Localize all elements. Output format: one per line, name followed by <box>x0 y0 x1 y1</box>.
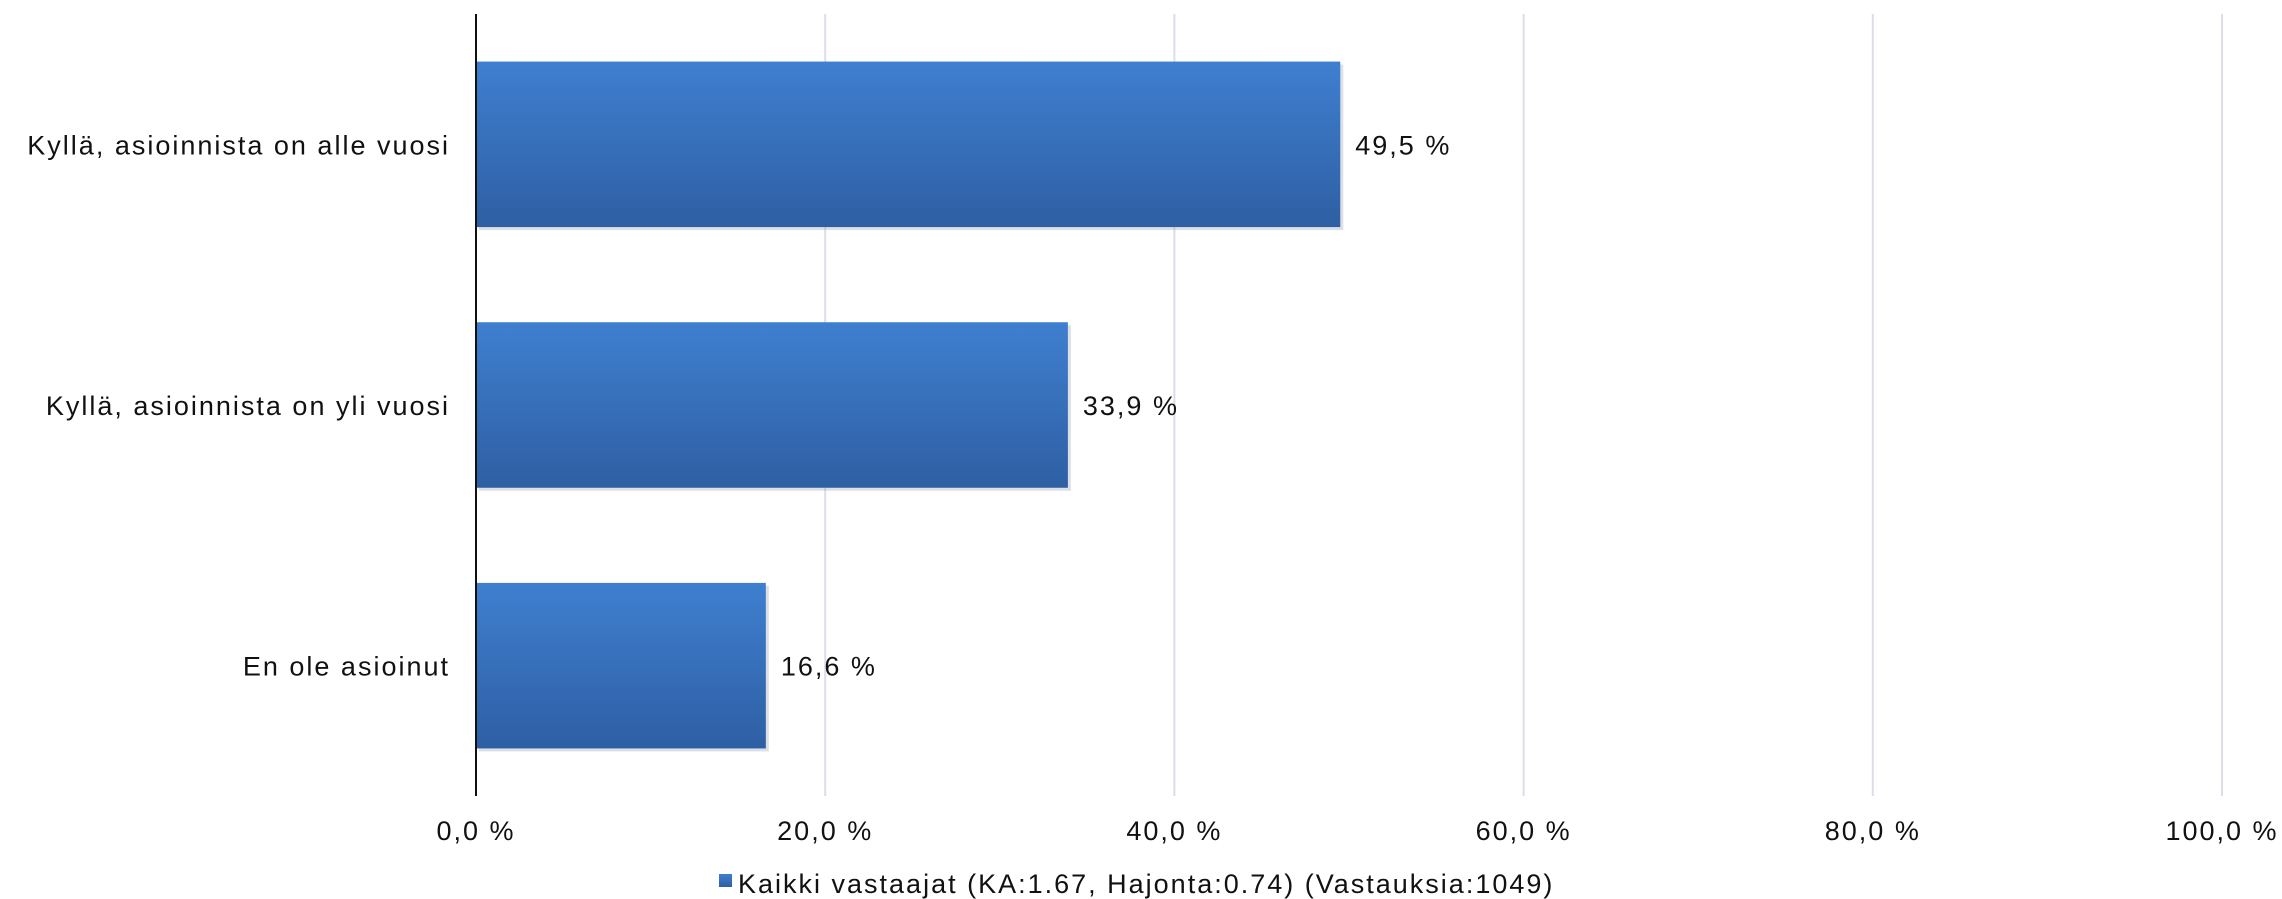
category-label-0: Kyllä, asioinnista on alle vuosi <box>27 130 450 160</box>
category-labels: Kyllä, asioinnista on alle vuosi Kyllä, a… <box>27 130 450 682</box>
x-tick-label-5: 100,0 % <box>2165 816 2278 846</box>
bar-0 <box>476 61 1341 228</box>
bars <box>476 61 1344 752</box>
category-label-1: Kyllä, asioinnista on yli vuosi <box>46 391 450 421</box>
data-label-2: 16,6 % <box>781 652 877 682</box>
x-tick-labels: 0,0 % 20,0 % 40,0 % 60,0 % 80,0 % 100,0 % <box>436 816 2278 846</box>
legend: Kaikki vastaajat (KA:1.67, Hajonta:0.74)… <box>719 869 1554 899</box>
x-tick-label-0: 0,0 % <box>436 816 515 846</box>
bar-2 <box>476 582 766 749</box>
legend-swatch <box>719 874 732 887</box>
data-labels: 49,5 % 33,9 % 16,6 % <box>781 130 1451 682</box>
category-label-2: En ole asioinut <box>243 652 450 682</box>
legend-label: Kaikki vastaajat (KA:1.67, Hajonta:0.74)… <box>738 869 1554 899</box>
x-tick-label-4: 80,0 % <box>1825 816 1921 846</box>
x-tick-label-3: 60,0 % <box>1476 816 1572 846</box>
data-label-1: 33,9 % <box>1083 391 1179 421</box>
x-tick-label-2: 40,0 % <box>1126 816 1222 846</box>
data-label-0: 49,5 % <box>1355 130 1451 160</box>
bar-1 <box>476 322 1068 488</box>
x-tick-label-1: 20,0 % <box>777 816 873 846</box>
